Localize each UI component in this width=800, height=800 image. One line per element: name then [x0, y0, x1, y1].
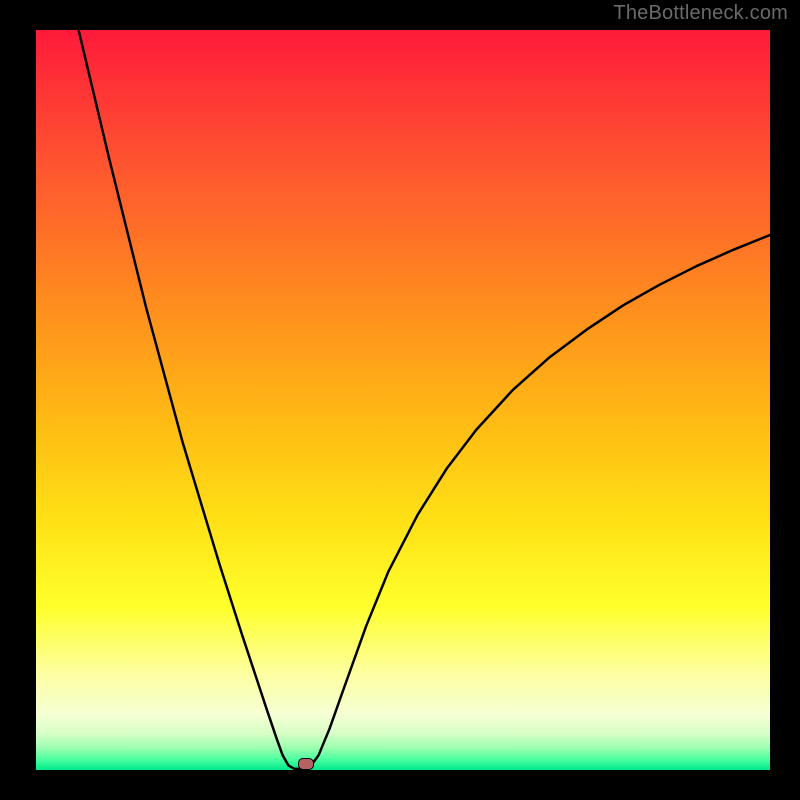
chart-canvas: TheBottleneck.com	[0, 0, 800, 800]
watermark-text: TheBottleneck.com	[613, 2, 788, 25]
bottleneck-curve	[79, 30, 770, 769]
plot-area	[36, 30, 770, 770]
optimal-point-marker	[298, 758, 314, 770]
curve-layer	[36, 30, 770, 770]
